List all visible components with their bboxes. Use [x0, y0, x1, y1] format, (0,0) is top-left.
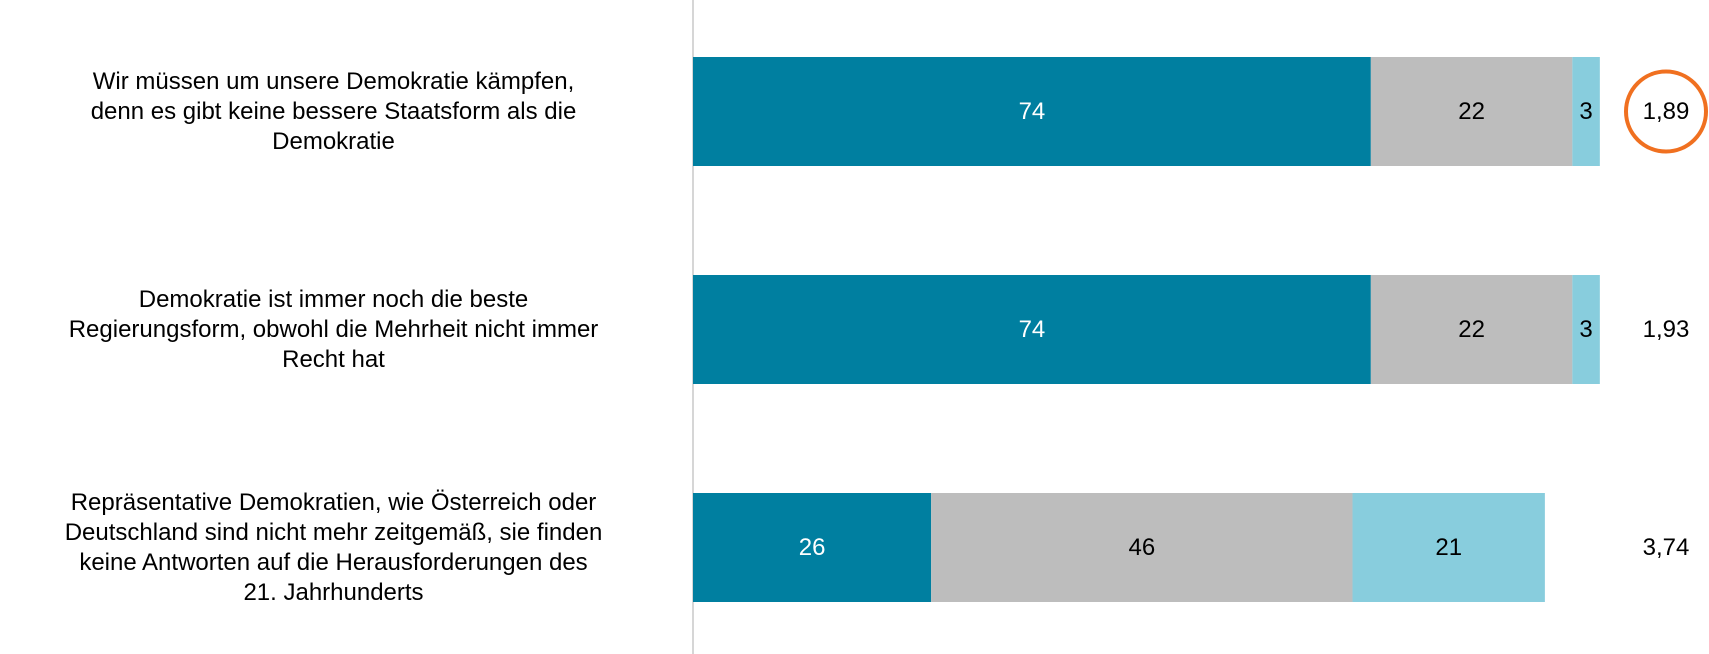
mean-label: 3,74 [1643, 534, 1690, 561]
bar-segment [1352, 493, 1545, 602]
mean-label: 1,93 [1643, 316, 1690, 343]
highlight-circle [1624, 69, 1708, 154]
segment-label: 22 [1458, 98, 1485, 125]
segment-label: 74 [1019, 98, 1046, 125]
bar-segment [1572, 275, 1600, 384]
bar-segment [1370, 57, 1573, 166]
category-label: Demokratie ist immer noch die beste Regi… [68, 285, 599, 373]
segment-label: 74 [1019, 316, 1046, 343]
bar-segment [1370, 275, 1573, 384]
bar-segment [931, 493, 1353, 602]
segment-label: 22 [1458, 316, 1485, 343]
segment-label: 3 [1579, 316, 1592, 343]
category-label: Repräsentative Demokratien, wie Österrei… [64, 488, 603, 606]
segment-label: 21 [1435, 534, 1462, 561]
segment-label: 26 [799, 534, 826, 561]
mean-label: 1,89 [1643, 98, 1690, 125]
segment-label: 46 [1128, 534, 1155, 561]
category-label: Wir müssen um unsere Demokratie kämpfen,… [90, 67, 577, 155]
bar-segment [693, 275, 1371, 384]
bar-segment [1572, 57, 1600, 166]
bar-segment [693, 57, 1371, 166]
bar-segment [693, 493, 932, 602]
segment-label: 3 [1579, 98, 1592, 125]
